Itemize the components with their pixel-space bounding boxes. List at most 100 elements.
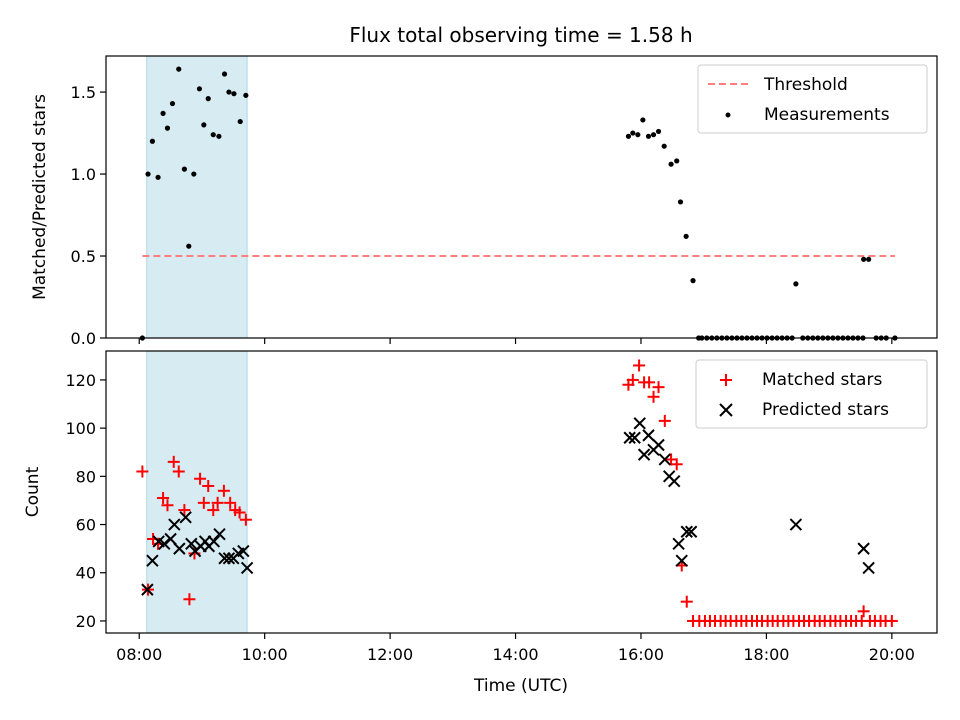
data-point-predicted xyxy=(862,561,875,575)
data-point-measurement xyxy=(635,132,641,138)
legend-matched-label: Matched stars xyxy=(762,370,882,390)
legend-predicted-label: Predicted stars xyxy=(762,400,889,420)
data-point-predicted xyxy=(789,518,803,531)
legend-matched-swatch xyxy=(720,374,732,386)
data-point-predicted xyxy=(637,448,651,461)
data-point-predicted xyxy=(668,474,681,488)
data-point-measurement xyxy=(169,100,176,107)
data-point-measurement xyxy=(216,133,222,139)
data-point-measurement xyxy=(164,125,171,131)
data-point-matched xyxy=(224,496,237,509)
data-point-matched xyxy=(658,414,671,427)
panel-count-shaded-span xyxy=(146,350,248,634)
data-point-predicted xyxy=(642,429,655,442)
data-point-predicted xyxy=(652,438,665,452)
y-tick-label: 80 xyxy=(76,467,96,486)
data-point-predicted xyxy=(146,554,159,567)
panel-count-y-axis-label: Count xyxy=(23,466,43,517)
data-point-measurement xyxy=(231,91,237,97)
data-point-matched xyxy=(652,381,665,394)
panel-ratio-legend: Threshold Measurements xyxy=(697,64,928,134)
data-point-measurement xyxy=(226,89,232,95)
data-point-matched xyxy=(670,458,683,471)
panel-ratio: 0.0 0.5 1.0 1.5 Matched/Predicted stars Thr… xyxy=(30,55,938,348)
y-tick-label: 20 xyxy=(76,612,96,631)
data-point-matched xyxy=(633,359,646,372)
panel-ratio-x-ticks xyxy=(138,338,893,344)
data-point-predicted xyxy=(218,552,231,565)
data-point-matched xyxy=(183,593,196,606)
data-point-measurement xyxy=(655,128,662,135)
x-tick-label: 20:00 xyxy=(869,645,915,664)
data-point-matched xyxy=(239,513,252,526)
y-tick-label: 100 xyxy=(65,419,96,438)
y-tick-label: 120 xyxy=(65,371,96,390)
data-point-predicted xyxy=(168,518,181,531)
data-point-predicted xyxy=(675,554,688,567)
data-point-matched xyxy=(197,496,210,509)
data-point-measurement xyxy=(668,161,674,167)
data-point-matched xyxy=(167,455,180,468)
data-point-predicted xyxy=(158,537,171,551)
panel-count: 20 40 60 80 100 120 08:00 10:00 12:00 14:00 16:00… xyxy=(23,350,938,696)
data-point-measurement xyxy=(160,110,166,116)
data-point-predicted xyxy=(684,525,698,538)
data-point-measurement xyxy=(645,133,652,139)
data-point-measurement xyxy=(205,96,211,102)
data-point-matched xyxy=(643,376,656,389)
data-point-measurement xyxy=(149,138,156,144)
data-point-predicted xyxy=(179,511,192,524)
data-point-matched xyxy=(647,390,660,403)
data-point-predicted xyxy=(658,453,672,466)
data-point-measurement xyxy=(145,171,151,177)
data-point-measurement xyxy=(237,118,243,125)
panel-count-legend: Matched stars Predicted stars xyxy=(695,359,928,429)
data-point-predicted xyxy=(672,537,685,551)
data-point-matched xyxy=(178,504,191,517)
data-point-measurement xyxy=(674,158,680,164)
data-point-measurement xyxy=(861,256,867,262)
legend-measurements-swatch xyxy=(725,112,731,118)
panel-ratio-y-axis-label: Matched/Predicted stars xyxy=(30,94,50,300)
data-point-matched xyxy=(211,496,224,509)
panel-count-points xyxy=(136,359,898,627)
data-point-measurement xyxy=(690,278,696,284)
data-point-predicted xyxy=(237,544,250,558)
data-point-measurement xyxy=(181,166,187,172)
legend-threshold-label: Threshold xyxy=(763,75,848,95)
data-point-matched xyxy=(194,472,207,485)
data-point-predicted xyxy=(623,431,636,444)
data-point-matched xyxy=(857,605,870,618)
data-point-measurement xyxy=(661,143,667,149)
data-point-measurement xyxy=(683,233,689,239)
data-point-matched xyxy=(207,504,220,517)
data-point-measurement xyxy=(630,130,636,136)
data-point-measurement xyxy=(793,281,799,287)
x-tick-label: 10:00 xyxy=(242,645,288,664)
data-point-matched xyxy=(202,479,215,492)
data-point-matched xyxy=(233,506,246,519)
data-point-predicted xyxy=(173,542,186,555)
data-point-matched xyxy=(885,614,898,627)
y-tick-label: 60 xyxy=(76,516,96,535)
panel-ratio-y-ticks: 0.0 0.5 1.0 1.5 xyxy=(71,83,106,348)
data-point-predicted xyxy=(164,532,177,546)
legend-predicted-swatch xyxy=(719,403,733,417)
panel-count-frame xyxy=(105,350,938,634)
y-tick-label: 0.5 xyxy=(71,247,96,266)
data-point-measurement xyxy=(201,122,207,128)
data-point-measurement xyxy=(210,132,216,138)
data-point-predicted xyxy=(628,431,641,444)
data-point-predicted xyxy=(141,583,154,596)
data-point-matched xyxy=(680,595,693,608)
panel-ratio-frame xyxy=(105,55,938,339)
data-point-measurement xyxy=(866,256,872,262)
data-point-matched xyxy=(136,465,149,478)
x-tick-label: 18:00 xyxy=(743,645,789,664)
x-tick-label: 16:00 xyxy=(618,645,664,664)
data-point-measurement xyxy=(650,132,657,138)
data-point-measurement xyxy=(221,71,228,77)
data-point-matched xyxy=(217,484,230,497)
data-point-matched xyxy=(161,499,174,512)
data-point-predicted xyxy=(680,525,693,538)
